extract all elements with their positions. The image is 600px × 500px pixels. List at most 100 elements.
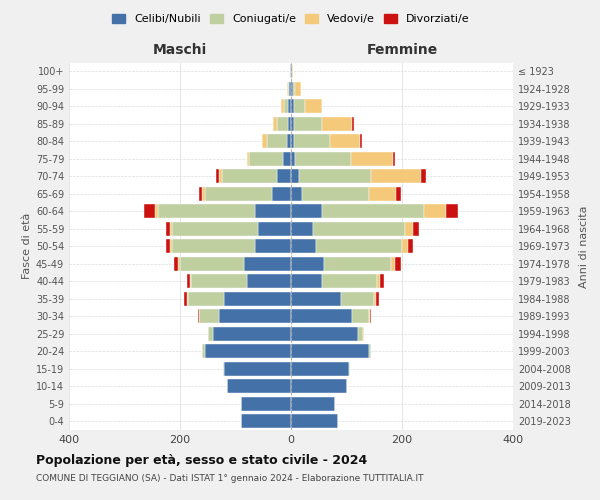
Bar: [380, 274, 384, 288]
Bar: [291, 292, 341, 306]
Bar: [291, 152, 295, 166]
Bar: [288, 100, 291, 113]
Bar: [174, 257, 178, 270]
Bar: [291, 240, 316, 253]
Bar: [291, 100, 294, 113]
Bar: [199, 187, 202, 200]
Bar: [187, 292, 188, 306]
Bar: [277, 170, 291, 183]
Bar: [305, 100, 322, 113]
Bar: [219, 310, 291, 323]
Bar: [281, 100, 284, 113]
Text: Maschi: Maschi: [153, 44, 207, 57]
Bar: [291, 82, 293, 96]
Bar: [395, 257, 401, 270]
Bar: [294, 100, 305, 113]
Bar: [322, 117, 352, 130]
Bar: [291, 204, 322, 218]
Bar: [208, 327, 214, 340]
Bar: [405, 222, 413, 235]
Bar: [370, 310, 371, 323]
Bar: [291, 117, 294, 130]
Bar: [170, 240, 172, 253]
Bar: [424, 204, 446, 218]
Bar: [224, 362, 291, 376]
Bar: [368, 310, 370, 323]
Legend: Celibi/Nubili, Coniugati/e, Vedovi/e, Divorziati/e: Celibi/Nubili, Coniugati/e, Vedovi/e, Di…: [108, 10, 474, 29]
Bar: [184, 292, 187, 306]
Bar: [180, 257, 244, 270]
Bar: [144, 204, 155, 218]
Bar: [374, 292, 376, 306]
Bar: [202, 344, 205, 358]
Bar: [391, 257, 395, 270]
Bar: [377, 274, 380, 288]
Bar: [291, 64, 292, 78]
Bar: [291, 380, 347, 393]
Bar: [158, 204, 255, 218]
Bar: [219, 170, 221, 183]
Bar: [247, 274, 291, 288]
Bar: [272, 117, 277, 130]
Bar: [313, 222, 405, 235]
Bar: [351, 152, 392, 166]
Text: Femmine: Femmine: [367, 44, 437, 57]
Bar: [241, 397, 291, 410]
Bar: [349, 362, 350, 376]
Bar: [191, 274, 247, 288]
Bar: [187, 274, 190, 288]
Bar: [291, 187, 302, 200]
Bar: [291, 257, 325, 270]
Bar: [291, 397, 335, 410]
Bar: [205, 187, 272, 200]
Text: Popolazione per età, sesso e stato civile - 2024: Popolazione per età, sesso e stato civil…: [36, 454, 367, 467]
Bar: [293, 82, 295, 96]
Bar: [292, 64, 293, 78]
Bar: [262, 134, 267, 148]
Bar: [363, 327, 364, 340]
Bar: [421, 170, 426, 183]
Bar: [172, 240, 255, 253]
Bar: [178, 257, 180, 270]
Bar: [325, 257, 391, 270]
Bar: [155, 204, 158, 218]
Bar: [227, 380, 291, 393]
Bar: [172, 222, 258, 235]
Y-axis label: Fasce di età: Fasce di età: [22, 213, 32, 280]
Bar: [330, 134, 361, 148]
Bar: [272, 187, 291, 200]
Bar: [361, 134, 362, 148]
Bar: [287, 134, 291, 148]
Text: COMUNE DI TEGGIANO (SA) - Dati ISTAT 1° gennaio 2024 - Elaborazione TUTTITALIA.I: COMUNE DI TEGGIANO (SA) - Dati ISTAT 1° …: [36, 474, 424, 483]
Bar: [277, 117, 288, 130]
Bar: [402, 240, 407, 253]
Bar: [289, 82, 291, 96]
Bar: [397, 187, 401, 200]
Bar: [291, 310, 352, 323]
Bar: [413, 222, 419, 235]
Bar: [205, 344, 291, 358]
Bar: [368, 187, 397, 200]
Bar: [250, 152, 283, 166]
Bar: [241, 414, 291, 428]
Bar: [247, 152, 250, 166]
Bar: [294, 117, 322, 130]
Bar: [376, 292, 379, 306]
Bar: [316, 240, 402, 253]
Bar: [255, 240, 291, 253]
Bar: [392, 152, 395, 166]
Bar: [290, 64, 291, 78]
Bar: [371, 170, 421, 183]
Bar: [244, 257, 291, 270]
Bar: [322, 274, 377, 288]
Bar: [258, 222, 291, 235]
Bar: [214, 327, 291, 340]
Bar: [199, 310, 219, 323]
Bar: [368, 344, 371, 358]
Bar: [216, 170, 219, 183]
Bar: [288, 82, 289, 96]
Bar: [283, 152, 291, 166]
Bar: [166, 222, 170, 235]
Bar: [188, 292, 224, 306]
Bar: [287, 82, 288, 96]
